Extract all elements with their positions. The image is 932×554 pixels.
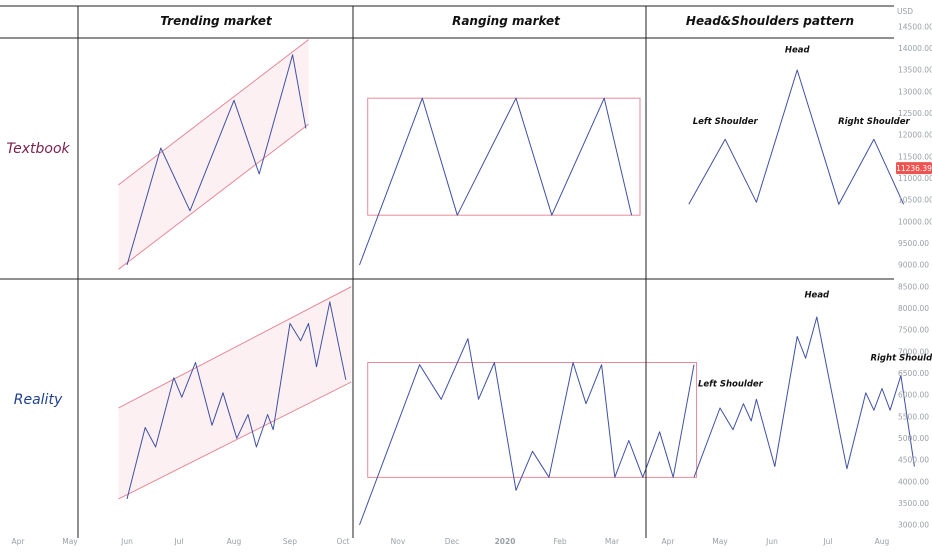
y-tick-label: 5500.00: [898, 412, 929, 421]
y-tick-label: 6000.00: [898, 391, 929, 400]
y-tick-label: 12500.00: [898, 109, 932, 118]
trend-textbook-channel-upper: [118, 39, 309, 186]
x-tick-label: Aug: [227, 537, 242, 546]
y-tick-label: 6500.00: [898, 369, 929, 378]
x-tick-label: Jul: [173, 537, 183, 546]
y-tick-label: 10000.00: [898, 217, 932, 226]
y-tick-label: 5000.00: [898, 434, 929, 443]
y-tick-label: 7000.00: [898, 347, 929, 356]
y-tick-label: 11000.00: [898, 174, 932, 183]
range-textbook-price-line: [359, 97, 633, 266]
x-tick-label: Dec: [445, 537, 460, 546]
x-tick-label: May: [62, 537, 78, 546]
y-tick-label: 9000.00: [898, 261, 929, 270]
hs-textbook-annotation-0: Left Shoulder: [693, 117, 759, 127]
x-tick-label: Jun: [120, 537, 133, 546]
row-label-0: Textbook: [6, 141, 70, 157]
x-tick-label: Jul: [822, 537, 832, 546]
labels-layer: Left Shoulder Head Right Shoulder Left Shou…: [6, 14, 932, 408]
y-tick-label: 3500.00: [898, 499, 929, 508]
column-header-1: Ranging market: [452, 14, 561, 28]
last-price-badge: [896, 162, 932, 175]
y-tick-label: 14000.00: [898, 44, 932, 53]
y-tick-label: 8500.00: [898, 282, 929, 291]
table-grid: [0, 5, 894, 538]
plot-layer: [118, 39, 915, 526]
hs-textbook-annotation-1: Head: [785, 46, 811, 56]
trend-reality-channel-fill: [118, 286, 352, 499]
hs-reality-price-line: [693, 316, 915, 478]
x-tick-label: Apr: [662, 537, 676, 546]
hs-reality-annotation-2: Right Shoulder: [870, 353, 932, 363]
y-tick-label: 11500.00: [898, 152, 932, 161]
y-tick-label: 13000.00: [898, 87, 932, 96]
y-tick-label: 3000.00: [898, 521, 929, 530]
x-tick-label: Nov: [391, 537, 406, 546]
trend-textbook-channel-fill: [118, 39, 309, 270]
column-header-2: Head&Shoulders pattern: [686, 14, 854, 28]
range-textbook-range-box: [367, 97, 641, 216]
price-axis: 3000.00 3500.00 4000.00 4500.00 5000.00 5500.…: [12, 7, 932, 546]
y-tick-label: 9500.00: [898, 239, 929, 248]
x-tick-label: May: [712, 537, 728, 546]
row-label-1: Reality: [14, 392, 63, 408]
hs-textbook-annotation-2: Right Shoulder: [838, 117, 910, 127]
y-tick-label: 12000.00: [898, 131, 932, 140]
trend-textbook-channel-lower: [118, 123, 309, 270]
y-tick-label: 10500.00: [898, 196, 932, 205]
y-tick-label: 13500.00: [898, 66, 932, 75]
y-tick-label: 8000.00: [898, 304, 929, 313]
hs-reality-annotation-0: Left Shoulder: [698, 379, 764, 389]
x-tick-label: Jun: [765, 537, 778, 546]
x-tick-label: Oct: [337, 537, 350, 546]
x-tick-label: Sep: [283, 537, 297, 546]
last-price-label: 11236.39: [896, 164, 932, 173]
y-tick-label: 4500.00: [898, 456, 929, 465]
x-tick-label: Aug: [875, 537, 890, 546]
currency-label: USD: [897, 7, 913, 16]
x-tick-label: Mar: [605, 537, 620, 546]
range-reality-range-box: [367, 362, 698, 478]
hs-textbook-price-line: [688, 69, 905, 205]
x-tick-label: Feb: [553, 537, 567, 546]
trend-reality-channel-lower: [118, 381, 352, 500]
column-header-0: Trending market: [160, 14, 273, 28]
trend-textbook-price-line: [126, 54, 307, 266]
trend-reality-channel-upper: [118, 286, 352, 409]
y-tick-label: 4000.00: [898, 477, 929, 486]
x-tick-label: 2020: [495, 537, 516, 546]
y-tick-label: 7500.00: [898, 326, 929, 335]
hs-reality-annotation-1: Head: [804, 291, 830, 301]
trend-reality-price-line: [126, 301, 347, 500]
y-tick-label: 14500.00: [898, 22, 932, 31]
x-tick-label: Apr: [12, 537, 26, 546]
